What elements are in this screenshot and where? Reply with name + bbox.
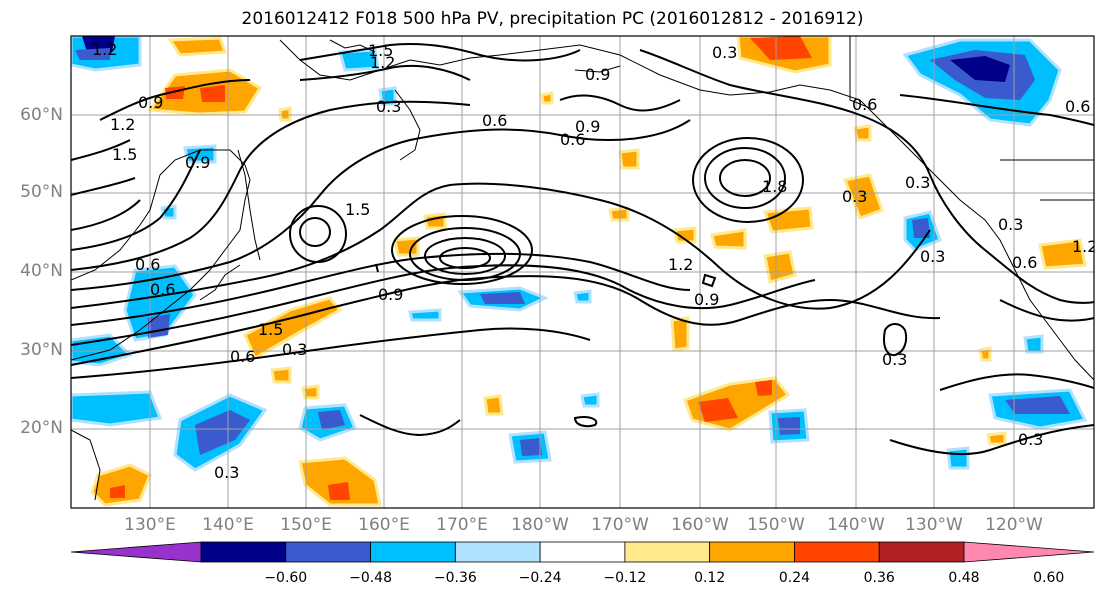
colorbar-swatch: [285, 541, 371, 563]
colorbar-tick-label: −0.48: [349, 570, 392, 586]
lon-label-170w: 170°W: [591, 515, 649, 535]
colorbar-swatch: [878, 541, 965, 563]
contour-label: 1.8: [762, 177, 787, 196]
lat-label-20n: 20°N: [20, 418, 63, 438]
contour-label: 1.5: [368, 41, 393, 60]
lon-label-150w: 150°W: [747, 515, 805, 535]
lat-label-60n: 60°N: [20, 105, 63, 125]
precip-positive-shading: [90, 36, 1087, 507]
colorbar-swatch: [370, 541, 456, 563]
contour-label: 0.3: [998, 215, 1023, 234]
contour-label: 0.6: [852, 95, 877, 114]
contour-label: 0.3: [1018, 430, 1043, 449]
contour-label: 0.3: [842, 187, 867, 206]
colorbar-swatch: [709, 541, 795, 563]
lon-label-140e: 140°E: [202, 515, 254, 535]
coastlines: [71, 36, 1094, 501]
contour-label: 0.3: [376, 97, 401, 116]
map-content: 1.2 1.5 1.2 0.9 0.3 1.2 0.6 0.9 0.6 1.5 …: [71, 36, 1097, 508]
lon-label-120w: 120°W: [985, 515, 1043, 535]
contour-label: 0.6: [230, 347, 255, 366]
map-title: 2016012412 F018 500 hPa PV, precipitatio…: [241, 9, 864, 29]
colorbar-extend-max: [963, 541, 1095, 563]
colorbar-tick-label: −0.12: [603, 570, 647, 586]
lon-label-150e: 150°E: [280, 515, 332, 535]
colorbar-tick-label: −0.24: [518, 570, 562, 586]
colorbar-tick-label: 0.36: [863, 570, 895, 586]
contour-label: 0.6: [560, 130, 585, 149]
colorbar-tick-label: 0.12: [694, 570, 726, 586]
lon-label-130w: 130°W: [905, 515, 963, 535]
lat-label-30n: 30°N: [20, 340, 63, 360]
contour-labels: 1.2 1.5 1.2 0.9 0.3 1.2 0.6 0.9 0.6 1.5 …: [92, 40, 1097, 482]
lon-label-130e: 130°E: [124, 515, 176, 535]
colorbar-swatch: [200, 541, 287, 563]
contour-label: 1.2: [92, 40, 117, 59]
contour-label: 0.3: [920, 247, 945, 266]
colorbar: [70, 541, 1095, 563]
contour-label: 0.3: [712, 43, 737, 62]
colorbar-tick-label: 0.48: [948, 570, 980, 586]
contour-label: 0.3: [214, 463, 239, 482]
lon-label-140w: 140°W: [827, 515, 885, 535]
contour-label: 0.9: [575, 117, 600, 136]
colorbar-tick-label: 0.24: [778, 570, 811, 586]
lon-label-160w: 160°W: [671, 515, 729, 535]
contour-label: 0.9: [185, 153, 210, 172]
contour-label: 0.3: [282, 340, 307, 359]
pv-contours: [71, 43, 1094, 456]
contour-label: 1.5: [345, 200, 370, 219]
contour-label: 0.9: [585, 65, 610, 84]
map-frame: [70, 35, 1095, 509]
colorbar-tick-label: −0.60: [264, 570, 308, 586]
contour-label: 0.3: [905, 173, 930, 192]
contour-label: 1.2: [1072, 237, 1097, 256]
colorbar-tick-label: 0.60: [1033, 570, 1065, 586]
lat-label-50n: 50°N: [20, 182, 63, 202]
colorbar-extend-min: [70, 541, 202, 563]
lon-label-160e: 160°E: [358, 515, 410, 535]
contour-label: 0.6: [482, 111, 507, 130]
contour-label: 0.6: [1012, 253, 1037, 272]
contour-label: 0.6: [1065, 97, 1090, 116]
contour-label: 1.2: [370, 53, 395, 72]
lon-label-170e: 170°E: [436, 515, 488, 535]
lat-label-40n: 40°N: [20, 261, 63, 281]
contour-label: 1.2: [110, 115, 135, 134]
contour-label: 0.6: [150, 280, 175, 299]
colorbar-swatch: [794, 541, 880, 563]
contour-label: 0.9: [378, 285, 403, 304]
contour-label: 1.5: [258, 320, 283, 339]
contour-label: 0.6: [135, 255, 160, 274]
contour-label: 0.9: [138, 93, 163, 112]
contour-label: 0.3: [882, 350, 907, 369]
contour-label: 1.2: [668, 255, 693, 274]
colorbar-tick-label: −0.36: [433, 570, 477, 586]
contour-label: 0.9: [694, 290, 719, 309]
colorbar-swatch: [624, 541, 711, 563]
colorbar-swatch: [539, 541, 626, 563]
lon-label-180w: 180°W: [511, 515, 569, 535]
colorbar-swatch: [454, 541, 541, 563]
contour-label: 1.5: [112, 145, 137, 164]
